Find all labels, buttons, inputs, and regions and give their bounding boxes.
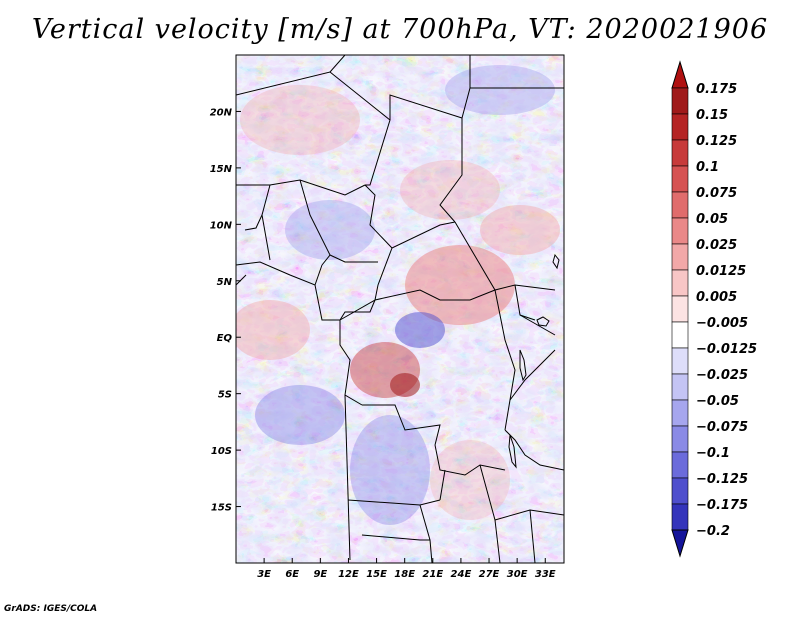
lat-tick-label: 5N [217, 277, 233, 288]
colorbar-swatch [671, 295, 689, 323]
colorbar-bottom-arrow [671, 529, 689, 558]
lat-tick-label: 20N [210, 107, 233, 118]
colorbar-label: −0.005 [696, 316, 748, 331]
colorbar-swatch [671, 243, 689, 271]
colorbar-swatch [671, 425, 689, 453]
colorbar-swatch [671, 113, 689, 141]
colorbar-label: −0.05 [696, 394, 739, 409]
colorbar-label: 0.125 [696, 134, 737, 149]
lat-tick-label: 15S [211, 503, 232, 514]
map-frame [235, 54, 565, 564]
lon-tick-label: 21E [422, 569, 443, 580]
colorbar-label: 0.005 [696, 290, 737, 305]
colorbar-label: 0.175 [696, 82, 737, 97]
colorbar-label: −0.125 [696, 472, 748, 487]
colorbar: 0.175 0.15 0.125 0.1 0.075 0.05 0.025 0.0125 0.0… [671, 60, 757, 558]
lon-tick-label: 12E [338, 569, 359, 580]
colorbar-swatch [671, 191, 689, 219]
colorbar-label: 0.075 [696, 186, 737, 201]
plot-title: Vertical velocity [m/s] at 700hPa, VT: 2… [31, 14, 769, 45]
lon-tick-label: 6E [285, 569, 299, 580]
latitude-axis: 20N 15N 10N 5N EQ 5S 10S 15S [210, 107, 241, 514]
colorbar-swatch [671, 165, 689, 193]
lat-tick-label: EQ [217, 333, 233, 344]
colorbar-swatch [671, 503, 689, 531]
lon-tick-label: 30E [507, 569, 528, 580]
colorbar-swatch [671, 87, 689, 115]
lon-tick-label: 18E [394, 569, 415, 580]
lat-tick-label: 5S [218, 390, 232, 401]
vertical-velocity-field [236, 55, 564, 563]
grads-credit: GrADS: IGES/COLA [4, 604, 98, 614]
colorbar-label: −0.0125 [696, 342, 757, 357]
colorbar-swatch [671, 139, 689, 167]
colorbar-swatch [671, 217, 689, 245]
colorbar-swatch [671, 451, 689, 479]
country-borders [236, 55, 564, 563]
lat-tick-label: 10S [211, 446, 232, 457]
colorbar-swatch [671, 373, 689, 401]
colorbar-label: 0.15 [696, 108, 728, 123]
lon-tick-label: 9E [313, 569, 327, 580]
colorbar-swatch [671, 321, 689, 349]
colorbar-label: 0.025 [696, 238, 737, 253]
colorbar-label: −0.025 [696, 368, 748, 383]
colorbar-label: 0.05 [696, 212, 728, 227]
lon-tick-label: 24E [451, 569, 472, 580]
colorbar-top-arrow [671, 60, 689, 89]
colorbar-label: 0.1 [696, 160, 719, 175]
lat-tick-label: 10N [210, 220, 233, 231]
lat-tick-label: 15N [210, 164, 233, 175]
lon-tick-label: 15E [366, 569, 387, 580]
colorbar-swatch [671, 477, 689, 505]
colorbar-label: −0.175 [696, 498, 748, 513]
colorbar-swatch [671, 269, 689, 297]
colorbar-label: −0.2 [696, 524, 730, 539]
colorbar-label: 0.0125 [696, 264, 746, 279]
colorbar-label: −0.075 [696, 420, 748, 435]
colorbar-swatch [671, 399, 689, 427]
colorbar-label: −0.1 [696, 446, 730, 461]
longitude-axis: 3E 6E 9E 12E 15E 18E 21E 24E 27E 30E 33E [257, 558, 556, 580]
lon-tick-label: 3E [257, 569, 271, 580]
lon-tick-label: 33E [535, 569, 556, 580]
colorbar-swatch [671, 347, 689, 375]
lon-tick-label: 27E [479, 569, 500, 580]
